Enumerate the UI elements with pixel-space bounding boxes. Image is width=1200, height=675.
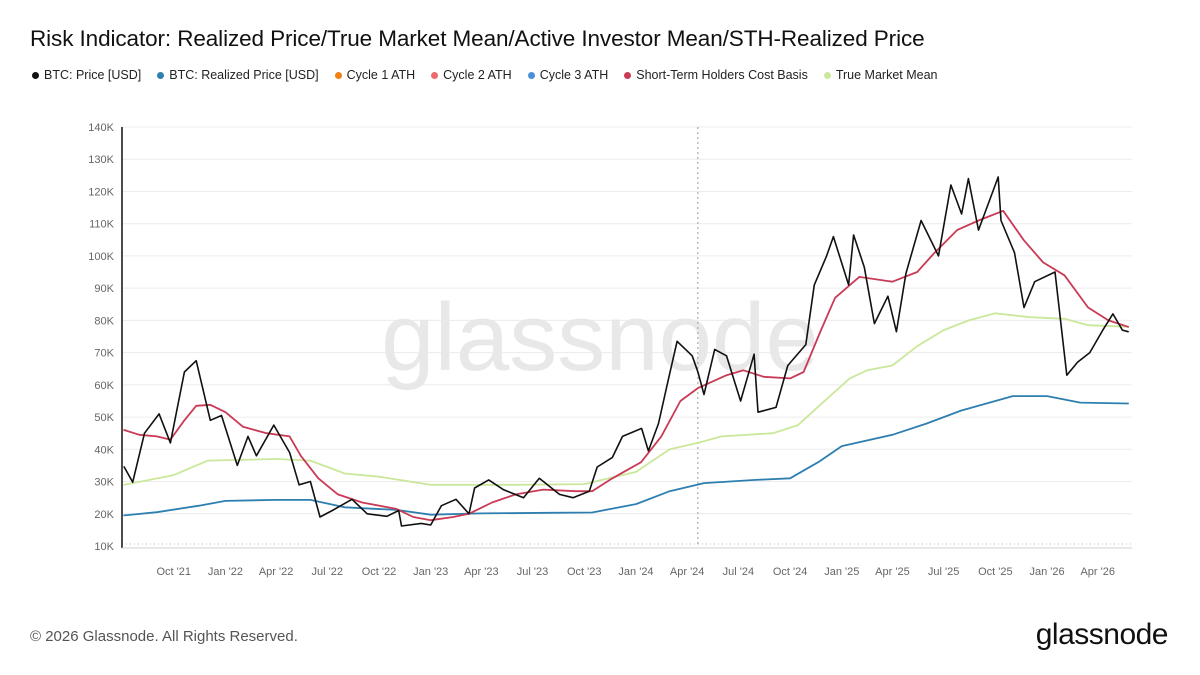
x-tick-label: Apr '23 — [464, 566, 499, 578]
x-tick-label: Apr '24 — [670, 566, 705, 578]
x-tick-label: Jan '25 — [824, 566, 859, 578]
legend-item-cycle-2-ath[interactable]: Cycle 2 ATH — [431, 68, 512, 82]
y-tick-label: 140K — [88, 122, 114, 134]
legend-label: Cycle 2 ATH — [443, 68, 512, 82]
legend-item-cycle-1-ath[interactable]: Cycle 1 ATH — [334, 68, 416, 82]
series-layer — [123, 176, 1129, 527]
legend-label: True Market Mean — [835, 68, 938, 82]
watermark: glassnode — [381, 284, 819, 391]
chart-title: Risk Indicator: Realized Price/True Mark… — [30, 26, 925, 51]
legend-item-btc-price[interactable]: BTC: Price [USD] — [32, 68, 141, 82]
y-axis-labels: 10K 20K 30K 40K 50K 60K 70K 80K 90K 100K 110K 120K 1… — [88, 122, 114, 553]
legend-label: Short-Term Holders Cost Basis — [636, 68, 808, 82]
legend-label: Cycle 1 ATH — [346, 68, 416, 82]
x-tick-label: Apr '26 — [1080, 566, 1115, 578]
y-tick-label: 50K — [94, 412, 114, 424]
y-tick-label: 100K — [88, 251, 114, 263]
series-line-6 — [123, 312, 1129, 486]
legend-item-realized-price[interactable]: BTC: Realized Price [USD] — [157, 68, 319, 82]
x-tick-label: Oct '23 — [567, 566, 602, 578]
x-tick-label: Jan '24 — [618, 566, 653, 578]
legend-dot — [32, 71, 39, 79]
y-tick-label: 20K — [94, 509, 114, 521]
copyright-text: © 2026 Glassnode. All Rights Reserved. — [30, 628, 298, 645]
y-tick-label: 60K — [94, 380, 114, 392]
y-tick-label: 70K — [94, 348, 114, 360]
legend-dot — [527, 71, 535, 79]
x-axis-labels: Oct '21 Jan '22 Apr '22 Jul '22 Oct '22 Jan '… — [156, 566, 1114, 578]
legend-dot — [157, 71, 165, 79]
x-tick-label: Jul '25 — [928, 566, 959, 578]
x-tick-label: Oct '22 — [362, 566, 397, 578]
y-tick-label: 10K — [94, 541, 114, 553]
legend-label: Cycle 3 ATH — [539, 68, 609, 82]
y-tick-label: 130K — [88, 154, 114, 166]
y-tick-label: 80K — [94, 315, 114, 327]
legend-dot — [823, 71, 831, 79]
x-tick-label: Apr '25 — [875, 566, 910, 578]
y-tick-label: 40K — [94, 444, 114, 456]
y-tick-label: 90K — [94, 283, 114, 295]
x-tick-label: Oct '24 — [773, 566, 808, 578]
legend-item-true-market-mean[interactable]: True Market Mean — [823, 68, 938, 82]
series-line-1 — [123, 395, 1129, 517]
x-tick-label: Jan '26 — [1030, 566, 1065, 578]
legend-label: BTC: Price [USD] — [44, 68, 142, 82]
legend-item-sth-cost-basis[interactable]: Short-Term Holders Cost Basis — [624, 68, 808, 82]
x-tick-label: Jan '23 — [413, 566, 448, 578]
series-line-5 — [123, 209, 1129, 522]
glassnode-logo[interactable]: glassnode — [1035, 618, 1169, 651]
legend-dot — [624, 71, 632, 79]
y-tick-label: 30K — [94, 477, 114, 489]
legend-dot — [334, 71, 342, 79]
x-tick-label: Oct '21 — [156, 566, 191, 578]
x-tick-label: Jan '22 — [208, 566, 243, 578]
x-tick-label: Oct '25 — [978, 566, 1013, 578]
x-tick-label: Jul '23 — [517, 566, 548, 578]
series-line-0 — [123, 176, 1129, 527]
legend-dot — [431, 71, 439, 79]
legend-item-cycle-3-ath[interactable]: Cycle 3 ATH — [527, 68, 609, 82]
x-tick-label: Apr '22 — [259, 566, 294, 578]
axes — [121, 127, 1132, 549]
x-tick-label: Jul '24 — [723, 566, 754, 578]
x-tick-label: Jul '22 — [312, 566, 343, 578]
legend-label: BTC: Realized Price [USD] — [169, 68, 319, 82]
line-chart: glassnode 10K 20K 30K 40K 50K 60K 70K 80K 90K 100… — [88, 122, 1132, 578]
y-tick-label: 110K — [89, 219, 115, 231]
y-tick-label: 120K — [88, 186, 114, 198]
legend: BTC: Price [USD] BTC: Realized Price [US… — [32, 68, 937, 82]
grid — [122, 126, 1132, 545]
